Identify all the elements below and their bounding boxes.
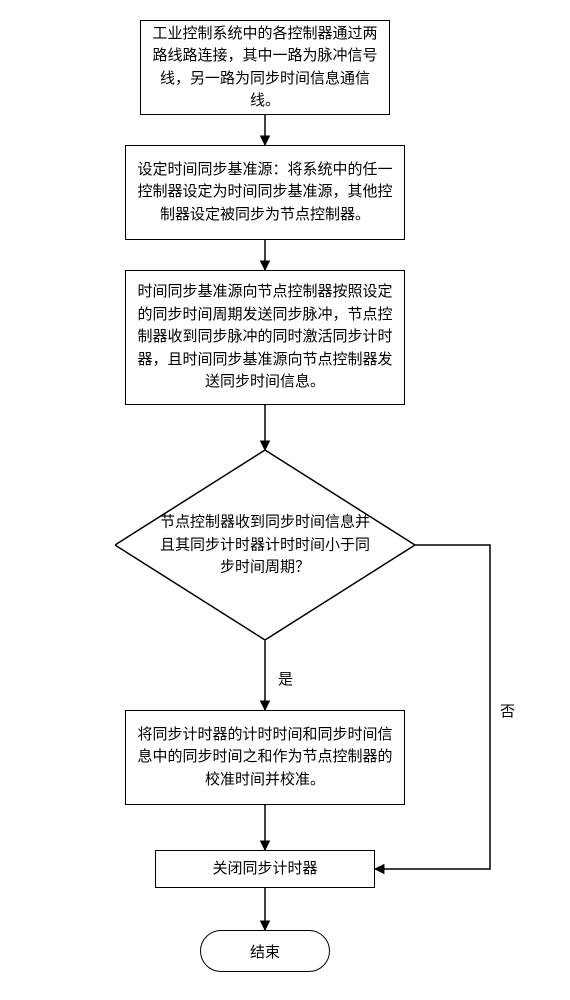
flow-terminator-end: 结束	[200, 930, 330, 972]
flow-decision-text: 节点控制器收到同步时间信息并且其同步计时器计时时间小于同步时间周期？	[160, 514, 370, 575]
flow-node-n1: 工业控制系统中的各控制器通过两路线路连接，其中一路为脉冲信号线，另一路为同步时间…	[140, 20, 390, 115]
edge-label-no: 否	[500, 700, 515, 721]
flow-node-text: 关闭同步计时器	[212, 858, 317, 881]
flow-node-text: 工业控制系统中的各控制器通过两路线路连接，其中一路为脉冲信号线，另一路为同步时间…	[151, 23, 379, 113]
flow-decision-d1: 节点控制器收到同步时间信息并且其同步计时器计时时间小于同步时间周期？	[115, 450, 415, 640]
flow-node-n4: 将同步计时器的计时时间和同步时间信息中的同步时间之和作为节点控制器的校准时间并校…	[125, 710, 405, 805]
flow-node-n3: 时间同步基准源向节点控制器按照设定的同步时间周期发送同步脉冲，节点控制器收到同步…	[125, 270, 405, 405]
flow-node-text: 设定时间同步基准源：将系统中的任一控制器设定为时间同步基准源，其他控制器设定被同…	[136, 159, 394, 227]
flow-node-n5: 关闭同步计时器	[155, 850, 375, 888]
flow-node-text: 时间同步基准源向节点控制器按照设定的同步时间周期发送同步脉冲，节点控制器收到同步…	[136, 281, 394, 394]
edge-label-yes: 是	[278, 668, 293, 689]
flow-terminator-text: 结束	[250, 941, 280, 962]
flow-node-n2: 设定时间同步基准源：将系统中的任一控制器设定为时间同步基准源，其他控制器设定被同…	[125, 145, 405, 240]
flow-node-text: 将同步计时器的计时时间和同步时间信息中的同步时间之和作为节点控制器的校准时间并校…	[136, 724, 394, 792]
